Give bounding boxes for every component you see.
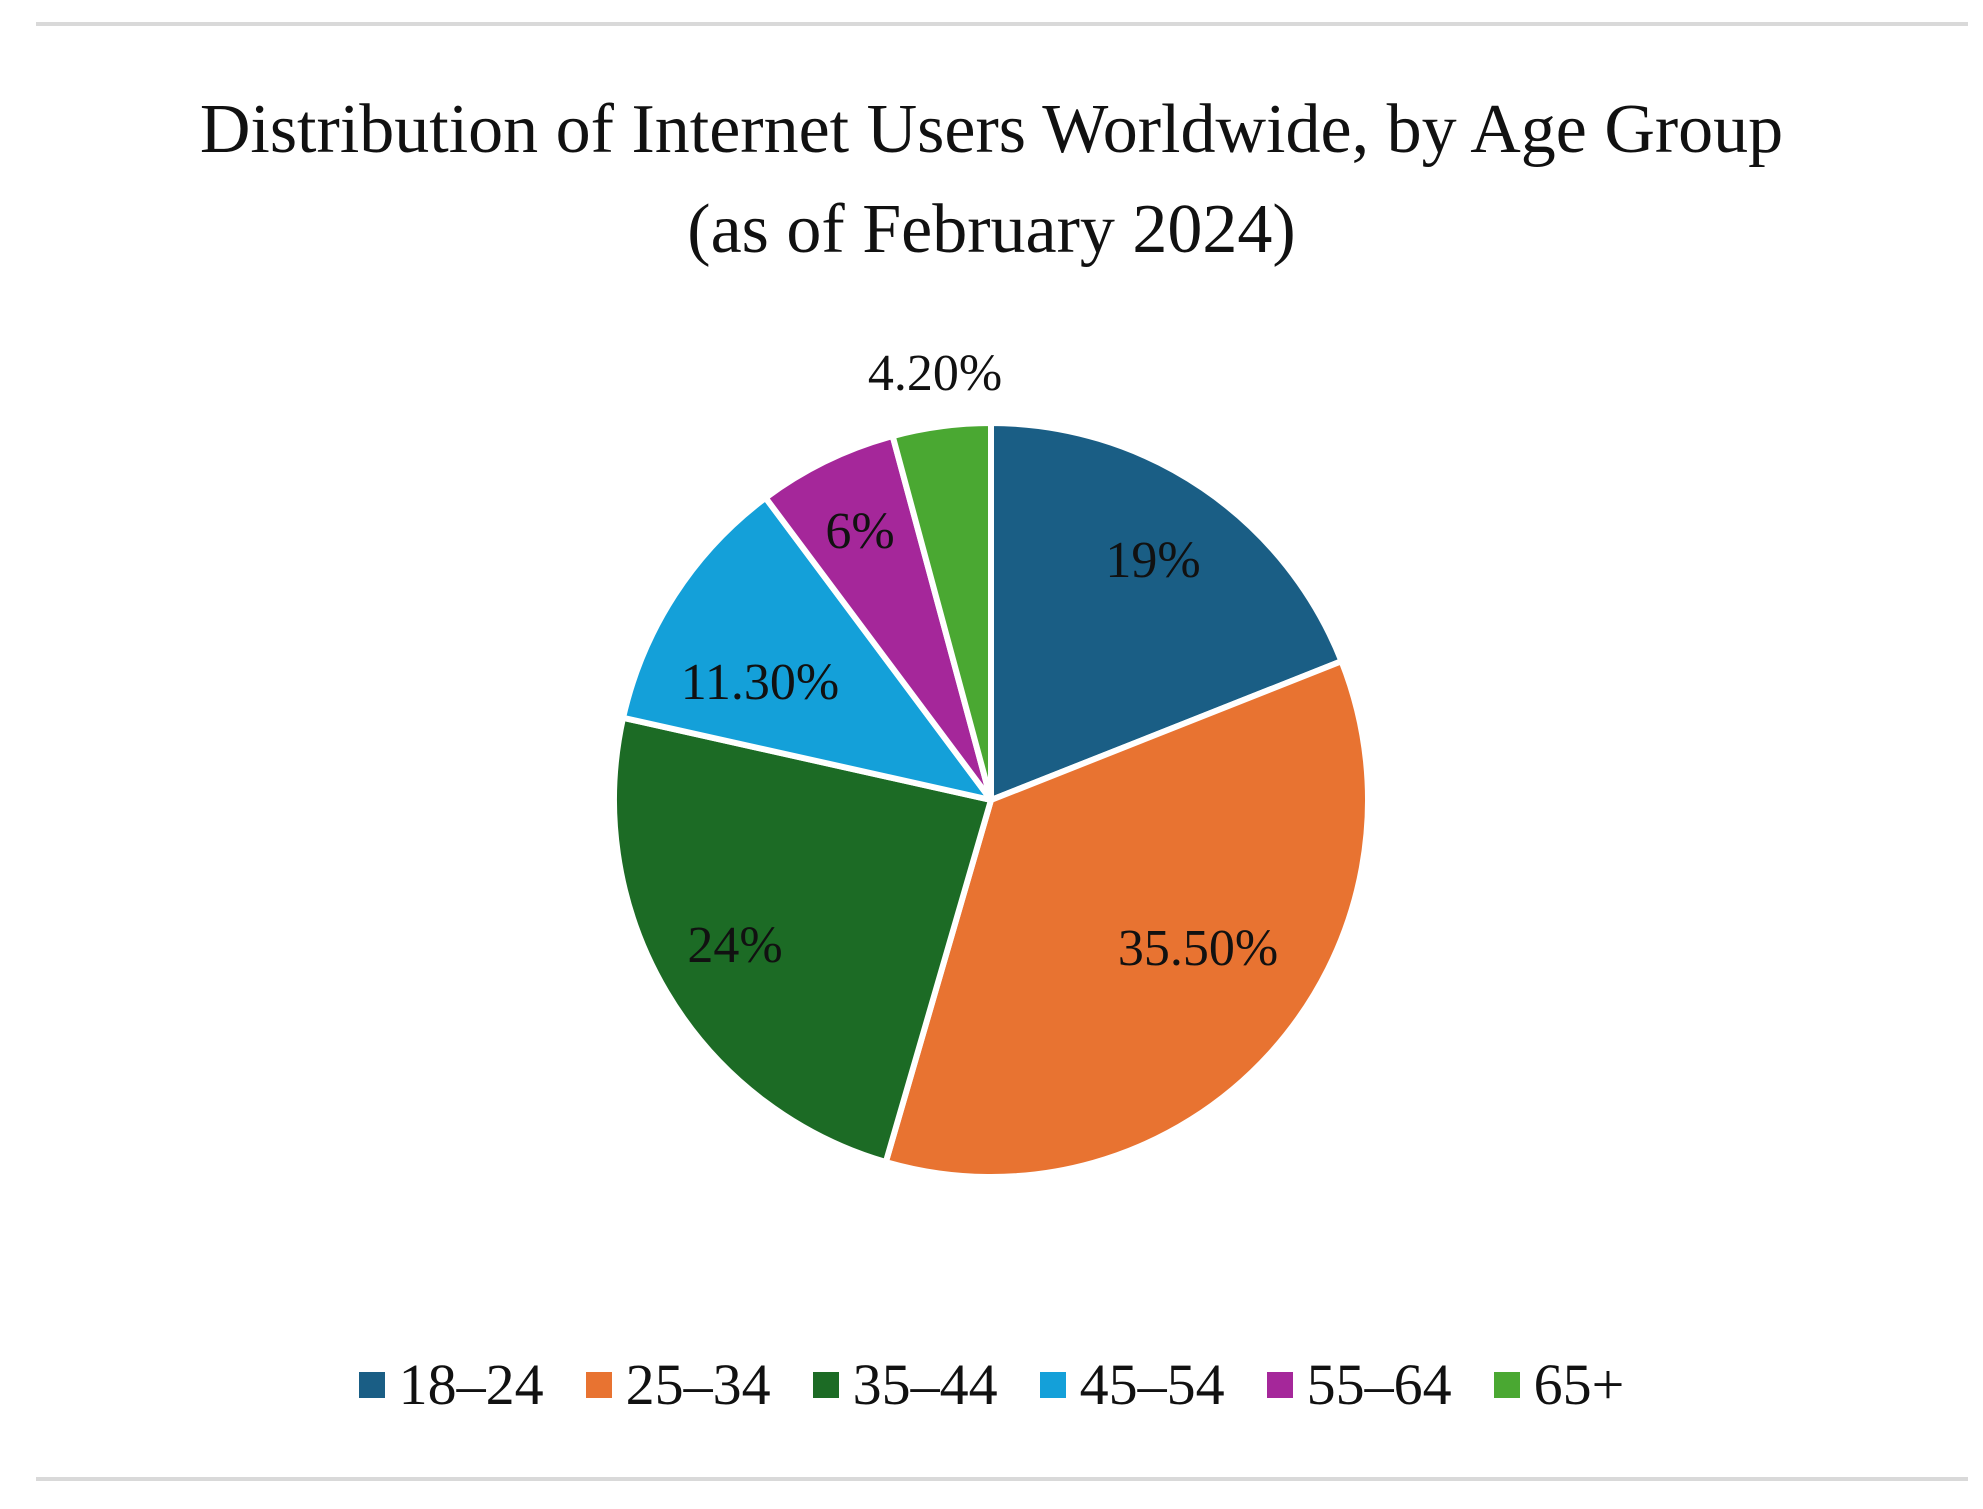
legend-swatch-65-plus: [1493, 1372, 1520, 1398]
slice-data-label-65-plus: 4.20%: [868, 345, 1002, 402]
pie-slice-18-24: [988, 420, 1345, 803]
legend-item-35-44: 35–44: [812, 1350, 998, 1420]
legend-item-45-54: 45–54: [1039, 1350, 1225, 1420]
legend-label-25-34: 25–34: [625, 1352, 771, 1417]
slice-data-label-35-44: 24%: [687, 917, 782, 974]
legend-label-18-24: 18–24: [398, 1352, 544, 1417]
chart-legend: 18–24 25–34 35–44 45–54 55–64 65+: [0, 1350, 1983, 1420]
chart-title-line-1: Distribution of Internet Users Worldwide…: [199, 91, 1784, 168]
chart-title-line-2: (as of February 2024): [687, 191, 1296, 268]
top-divider: [36, 22, 1968, 26]
pie-slice-65-plus: [889, 420, 994, 803]
slice-data-label-45-54: 11.30%: [681, 654, 839, 711]
pie-slice-45-54: [620, 494, 994, 803]
pie-slice-25-34: [882, 658, 1371, 1180]
slice-data-label-25-34: 35.50%: [1118, 920, 1278, 977]
legend-swatch-55-64: [1266, 1372, 1293, 1398]
legend-swatch-25-34: [585, 1372, 612, 1398]
legend-label-55-64: 55–64: [1306, 1352, 1452, 1417]
bottom-divider: [36, 1477, 1968, 1481]
slice-data-label-18-24: 19%: [1105, 532, 1200, 589]
legend-item-25-34: 25–34: [585, 1350, 771, 1420]
legend-swatch-45-54: [1039, 1372, 1066, 1398]
legend-label-35-44: 35–44: [852, 1352, 998, 1417]
legend-item-65-plus: 65+: [1493, 1350, 1625, 1420]
legend-item-18-24: 18–24: [358, 1350, 544, 1420]
legend-swatch-35-44: [812, 1372, 839, 1398]
slice-data-label-55-64: 6%: [825, 503, 894, 560]
pie-slice-35-44: [611, 714, 994, 1166]
legend-swatch-18-24: [358, 1372, 385, 1398]
legend-label-65-plus: 65+: [1533, 1352, 1625, 1417]
pie-chart: 19% 35.50% 24% 11.30% 6% 4.20%: [611, 344, 1371, 1180]
legend-label-45-54: 45–54: [1079, 1352, 1225, 1417]
legend-item-55-64: 55–64: [1266, 1350, 1452, 1420]
